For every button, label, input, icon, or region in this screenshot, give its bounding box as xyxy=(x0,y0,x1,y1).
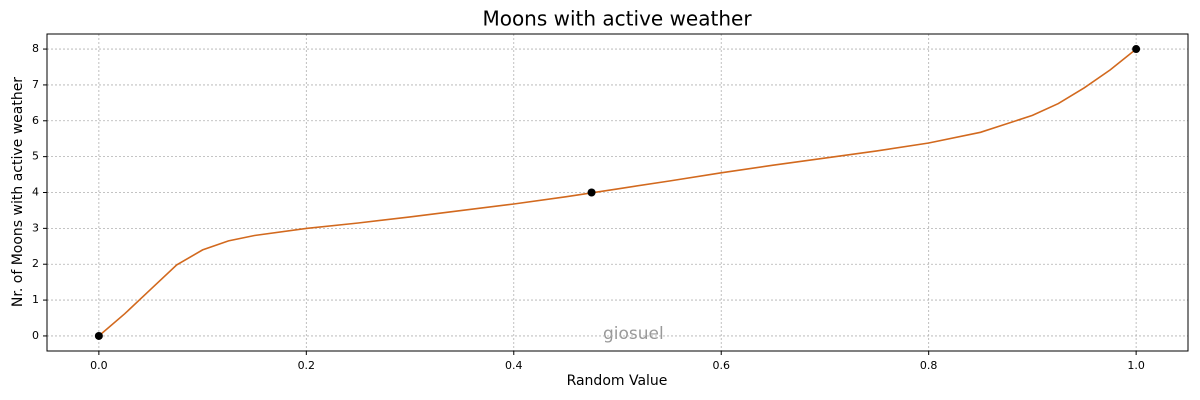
x-tick-label: 0.0 xyxy=(90,359,108,372)
chart-title: Moons with active weather xyxy=(482,7,752,31)
y-tick-label: 5 xyxy=(32,150,39,163)
y-tick-label: 6 xyxy=(32,114,39,127)
x-axis-label: Random Value xyxy=(567,373,668,389)
y-tick-label: 7 xyxy=(32,78,39,91)
plot-frame xyxy=(46,33,1189,352)
y-tick-label: 1 xyxy=(32,293,39,306)
x-tick-label: 0.8 xyxy=(920,359,938,372)
marker-point xyxy=(587,188,596,197)
y-tick-label: 4 xyxy=(32,186,39,199)
watermark: giosuel xyxy=(603,324,664,344)
marker-point xyxy=(1132,45,1141,54)
x-tick-label: 0.4 xyxy=(505,359,523,372)
y-tick-label: 2 xyxy=(32,257,39,270)
y-axis-label: Nr. of Moons with active weather xyxy=(10,77,26,307)
marker-point xyxy=(94,331,103,340)
y-tick-label: 3 xyxy=(32,221,39,234)
x-tick-label: 0.2 xyxy=(298,359,316,372)
x-tick-label: 0.6 xyxy=(712,359,730,372)
y-tick-label: 0 xyxy=(32,329,39,342)
x-tick-label: 1.0 xyxy=(1127,359,1145,372)
y-tick-label: 8 xyxy=(32,42,39,55)
